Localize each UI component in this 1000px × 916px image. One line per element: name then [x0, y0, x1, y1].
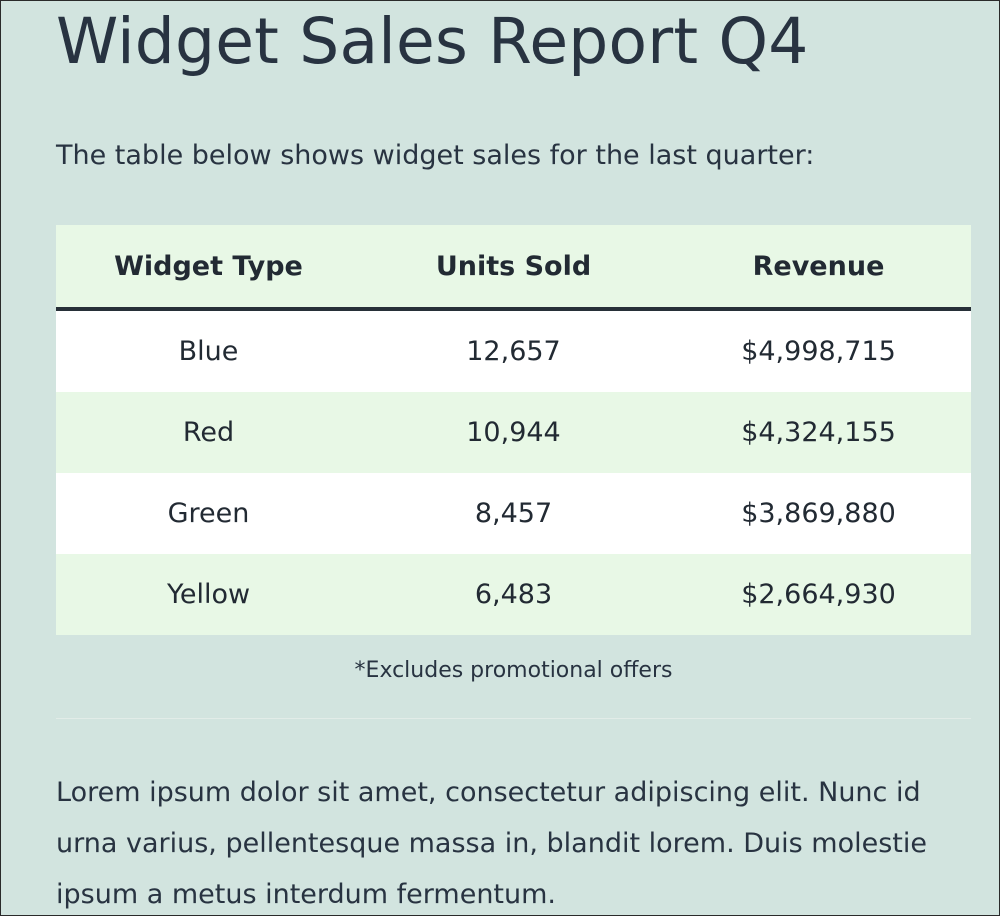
page-title: Widget Sales Report Q4	[56, 5, 809, 78]
cell-widget-type: Blue	[56, 309, 361, 392]
header-row: Widget Type Units Sold Revenue	[56, 225, 971, 311]
cell-units-sold: 12,657	[361, 309, 666, 392]
table-row: Green 8,457 $3,869,880	[56, 473, 971, 554]
cell-units-sold: 8,457	[361, 473, 666, 554]
cell-units-sold: 10,944	[361, 392, 666, 473]
table-footnote: *Excludes promotional offers	[354, 658, 673, 683]
sales-table: Widget Type Units Sold Revenue Blue 12,6…	[56, 225, 971, 635]
column-header-widget-type: Widget Type	[56, 225, 361, 311]
column-header-revenue: Revenue	[666, 225, 971, 311]
cell-revenue: $3,869,880	[666, 473, 971, 554]
table-row: Red 10,944 $4,324,155	[56, 392, 971, 473]
section-divider	[56, 718, 971, 719]
cell-revenue: $2,664,930	[666, 554, 971, 635]
column-header-units-sold: Units Sold	[361, 225, 666, 311]
cell-widget-type: Green	[56, 473, 361, 554]
table-row: Blue 12,657 $4,998,715	[56, 309, 971, 392]
cell-widget-type: Red	[56, 392, 361, 473]
cell-widget-type: Yellow	[56, 554, 361, 635]
table-header: Widget Type Units Sold Revenue	[56, 225, 971, 311]
table-body: Blue 12,657 $4,998,715 Red 10,944 $4,324…	[56, 309, 971, 635]
cell-revenue: $4,324,155	[666, 392, 971, 473]
cell-revenue: $4,998,715	[666, 309, 971, 392]
intro-paragraph: The table below shows widget sales for t…	[56, 140, 815, 171]
body-paragraph: Lorem ipsum dolor sit amet, consectetur …	[56, 777, 927, 910]
table-row: Yellow 6,483 $2,664,930	[56, 554, 971, 635]
cell-units-sold: 6,483	[361, 554, 666, 635]
